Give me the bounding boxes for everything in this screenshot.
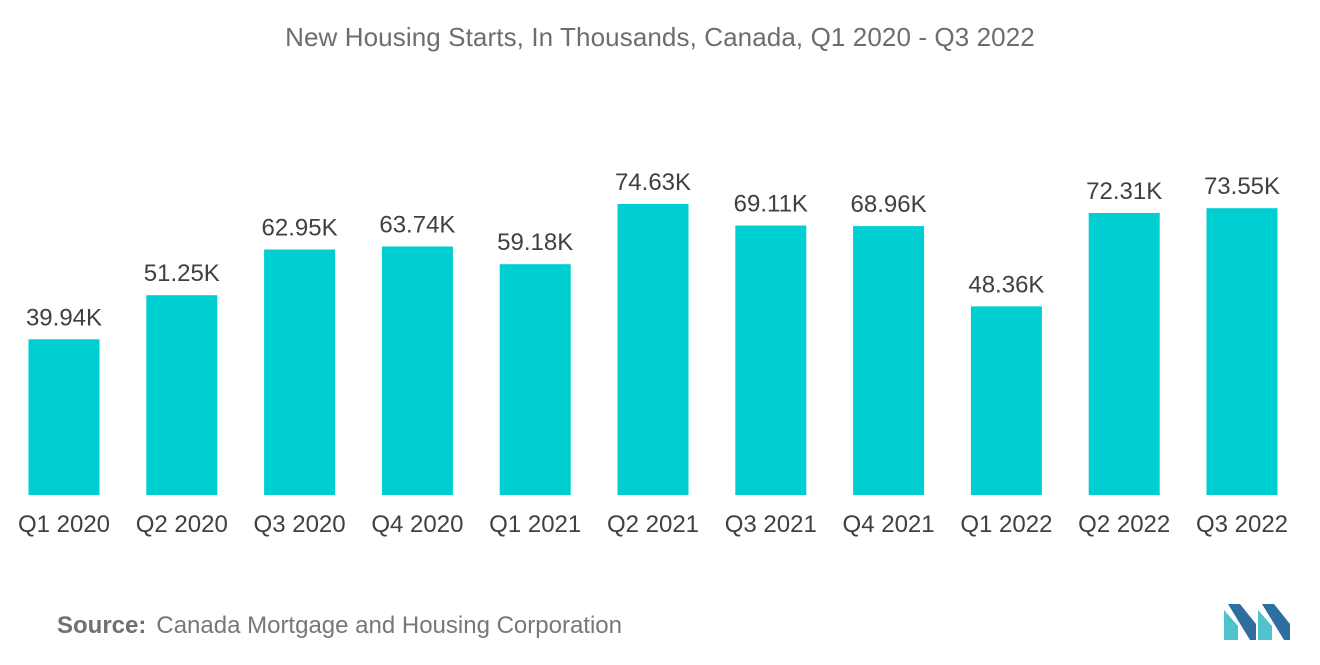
bar-q2-2022 (1088, 213, 1160, 495)
bar-q2-2020 (146, 295, 218, 495)
bar-q3-2022 (1206, 208, 1278, 495)
bar-q1-2020 (28, 339, 100, 495)
chart-title: New Housing Starts, In Thousands, Canada… (285, 22, 1035, 52)
bar-q4-2021 (853, 226, 925, 495)
x-tick-label: Q2 2022 (1078, 511, 1170, 538)
x-tick-label: Q2 2021 (607, 511, 699, 538)
source-label: Source: (57, 612, 147, 639)
bar-q3-2020 (264, 249, 336, 495)
x-tick-label: Q3 2022 (1196, 511, 1288, 538)
x-tick-label: Q1 2020 (18, 511, 110, 538)
bar-q3-2021 (735, 225, 807, 495)
data-label: 39.94K (26, 304, 102, 331)
x-tick-label: Q1 2022 (960, 511, 1052, 538)
data-label: 62.95K (262, 215, 338, 242)
data-label: 68.96K (851, 191, 927, 218)
data-label: 51.25K (144, 260, 220, 287)
data-label: 72.31K (1086, 178, 1162, 205)
brand-logo-icon (1224, 604, 1290, 640)
x-tick-label: Q2 2020 (136, 511, 228, 538)
x-tick-label: Q3 2020 (254, 511, 346, 538)
data-label: 63.74K (379, 212, 455, 239)
data-label: 73.55K (1204, 173, 1280, 200)
data-label: 48.36K (968, 271, 1044, 298)
bar-q1-2021 (499, 264, 571, 495)
source-text: Canada Mortgage and Housing Corporation (156, 612, 622, 639)
bar-q1-2022 (970, 306, 1042, 495)
x-tick-label: Q3 2021 (725, 511, 817, 538)
x-tick-label: Q4 2020 (371, 511, 463, 538)
x-tick-label: Q4 2021 (843, 511, 935, 538)
source-note: Source: Canada Mortgage and Housing Corpo… (57, 612, 622, 640)
data-label: 69.11K (734, 191, 808, 218)
data-label: 59.18K (497, 229, 573, 256)
x-tick-label: Q1 2021 (489, 511, 581, 538)
data-label: 74.63K (615, 169, 691, 196)
bar-q4-2020 (381, 246, 453, 495)
bar-q2-2021 (617, 204, 689, 495)
bar-chart: 39.94K Q1 2020 51.25K Q2 2020 62.95K Q3 2020 6… (18, 169, 1288, 538)
